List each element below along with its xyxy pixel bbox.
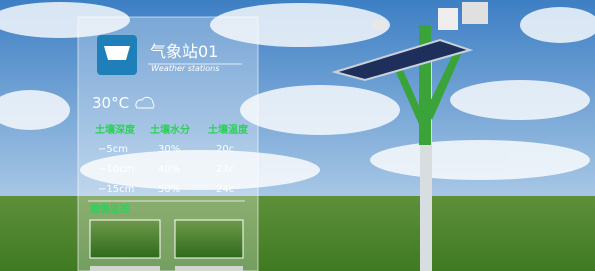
monitor-title: 图像监控 xyxy=(90,202,130,215)
page: 气象站01 Weather stations 30°C 土壤深度 土壤水分 土壤温度… xyxy=(0,0,595,271)
camera-thumb xyxy=(90,266,160,271)
soil-cell: −10cm xyxy=(98,164,134,175)
panel-icon xyxy=(104,46,130,60)
scene: 气象站01 Weather stations 30°C 土壤深度 土壤水分 土壤温度… xyxy=(0,0,595,271)
soil-cell: 24c xyxy=(216,184,234,195)
soil-header: 土壤水分 xyxy=(150,123,190,136)
soil-cell: −15cm xyxy=(98,184,134,195)
soil-cell: −5cm xyxy=(98,144,128,155)
soil-cell: 30% xyxy=(158,144,180,155)
soil-cell: 23c xyxy=(216,164,234,175)
station-title: 气象站01 xyxy=(150,42,218,61)
camera-thumb xyxy=(90,220,160,258)
camera-thumb xyxy=(175,266,243,271)
soil-cell: 40% xyxy=(158,164,180,175)
soil-header: 土壤深度 xyxy=(95,123,136,136)
soil-header: 土壤温度 xyxy=(208,123,249,136)
soil-cell: 20c xyxy=(216,144,234,155)
camera-thumb xyxy=(175,220,243,258)
info-panel: 气象站01 Weather stations 30°C 土壤深度 土壤水分 土壤温度… xyxy=(78,17,258,271)
soil-cell: 50% xyxy=(158,184,180,195)
station-subtitle: Weather stations xyxy=(151,64,219,73)
temperature: 30°C xyxy=(92,94,129,112)
